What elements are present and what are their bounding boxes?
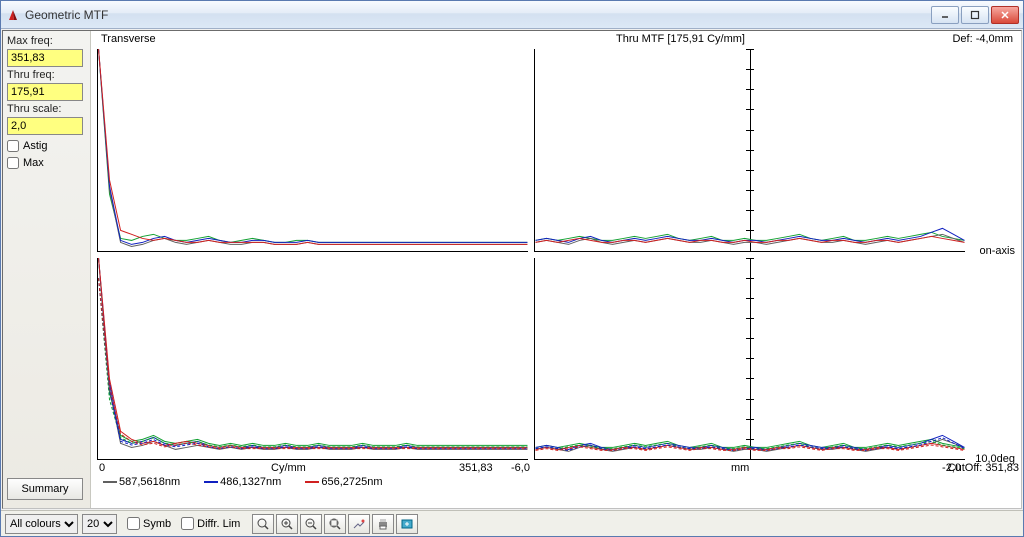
app-icon bbox=[5, 7, 21, 23]
symb-checkbox-row: Symb bbox=[127, 517, 171, 530]
thrufreq-label: Thru freq: bbox=[7, 69, 86, 81]
row-label-onaxis: on-axis bbox=[980, 245, 1015, 257]
legend-label-0: 587,5618nm bbox=[119, 476, 180, 488]
max-label: Max bbox=[23, 157, 44, 169]
app-window: Geometric MTF Max freq: Thru freq: Thru … bbox=[0, 0, 1024, 537]
chart-top-left bbox=[98, 49, 528, 251]
tool-buttons bbox=[252, 514, 418, 534]
max-checkbox[interactable] bbox=[7, 157, 19, 169]
colours-select[interactable]: All colours bbox=[5, 514, 78, 534]
chart-bot-right bbox=[535, 258, 965, 460]
legend-item-1: 486,1327nm bbox=[204, 476, 281, 488]
chart-top-right bbox=[535, 49, 965, 251]
print-icon[interactable] bbox=[372, 514, 394, 534]
panel-bot-left bbox=[97, 258, 528, 461]
xaxis-right-min: -6,0 bbox=[511, 462, 530, 474]
plot-grid: on-axis 10,0deg bbox=[97, 49, 965, 460]
transverse-header: Transverse bbox=[101, 33, 156, 45]
panel-top-right: on-axis bbox=[534, 49, 965, 252]
xaxis-right-unit: mm bbox=[731, 462, 749, 474]
titlebar[interactable]: Geometric MTF bbox=[1, 1, 1023, 29]
diffr-label: Diffr. Lim bbox=[197, 518, 240, 530]
legend-swatch-2 bbox=[305, 481, 319, 483]
astig-checkbox[interactable] bbox=[7, 140, 19, 152]
xaxis-left-unit: Cy/mm bbox=[271, 462, 306, 474]
zoom-in-icon[interactable] bbox=[276, 514, 298, 534]
zoom-region-icon[interactable] bbox=[324, 514, 346, 534]
sidebar: Max freq: Thru freq: Thru scale: Astig M… bbox=[3, 31, 91, 508]
thru-mtf-header: Thru MTF [175,91 Cy/mm] bbox=[616, 33, 745, 45]
summary-button[interactable]: Summary bbox=[7, 478, 83, 500]
window-title: Geometric MTF bbox=[25, 8, 931, 22]
legend-item-2: 656,2725nm bbox=[305, 476, 382, 488]
settings-icon[interactable] bbox=[348, 514, 370, 534]
max-checkbox-row: Max bbox=[7, 157, 86, 169]
astig-checkbox-row: Astig bbox=[7, 140, 86, 152]
diffr-checkbox[interactable] bbox=[181, 517, 194, 530]
maxfreq-label: Max freq: bbox=[7, 35, 86, 47]
cutoff-label: CutOff: 351,83 bbox=[948, 462, 1019, 474]
legend-label-1: 486,1327nm bbox=[220, 476, 281, 488]
maximize-button[interactable] bbox=[961, 6, 989, 24]
symb-label: Symb bbox=[143, 518, 171, 530]
chart-bot-left bbox=[98, 258, 528, 460]
legend-label-2: 656,2725nm bbox=[321, 476, 382, 488]
zoom-reset-icon[interactable] bbox=[252, 514, 274, 534]
close-button[interactable] bbox=[991, 6, 1019, 24]
size-select[interactable]: 20 bbox=[82, 514, 117, 534]
bottombar: All colours 20 Symb Diffr. Lim bbox=[1, 510, 1023, 536]
window-buttons bbox=[931, 6, 1019, 24]
legend: 587,5618nm 486,1327nm 656,2725nm bbox=[103, 476, 383, 488]
content-area: Max freq: Thru freq: Thru scale: Astig M… bbox=[2, 30, 1022, 509]
thrufreq-input[interactable] bbox=[7, 83, 83, 101]
plot-area: Transverse Thru MTF [175,91 Cy/mm] Def: … bbox=[91, 31, 1021, 508]
panel-top-left bbox=[97, 49, 528, 252]
export-icon[interactable] bbox=[396, 514, 418, 534]
legend-item-0: 587,5618nm bbox=[103, 476, 180, 488]
maxfreq-input[interactable] bbox=[7, 49, 83, 67]
legend-swatch-0 bbox=[103, 481, 117, 483]
xaxis-left-max: 351,83 bbox=[459, 462, 493, 474]
panel-bot-right: 10,0deg bbox=[534, 258, 965, 461]
minimize-button[interactable] bbox=[931, 6, 959, 24]
diffr-checkbox-row: Diffr. Lim bbox=[181, 517, 240, 530]
xaxis-left-min: 0 bbox=[99, 462, 105, 474]
thruscale-label: Thru scale: bbox=[7, 103, 86, 115]
symb-checkbox[interactable] bbox=[127, 517, 140, 530]
zoom-out-icon[interactable] bbox=[300, 514, 322, 534]
thruscale-input[interactable] bbox=[7, 117, 83, 135]
astig-label: Astig bbox=[23, 140, 47, 152]
legend-swatch-1 bbox=[204, 481, 218, 483]
def-label: Def: -4,0mm bbox=[952, 33, 1013, 45]
